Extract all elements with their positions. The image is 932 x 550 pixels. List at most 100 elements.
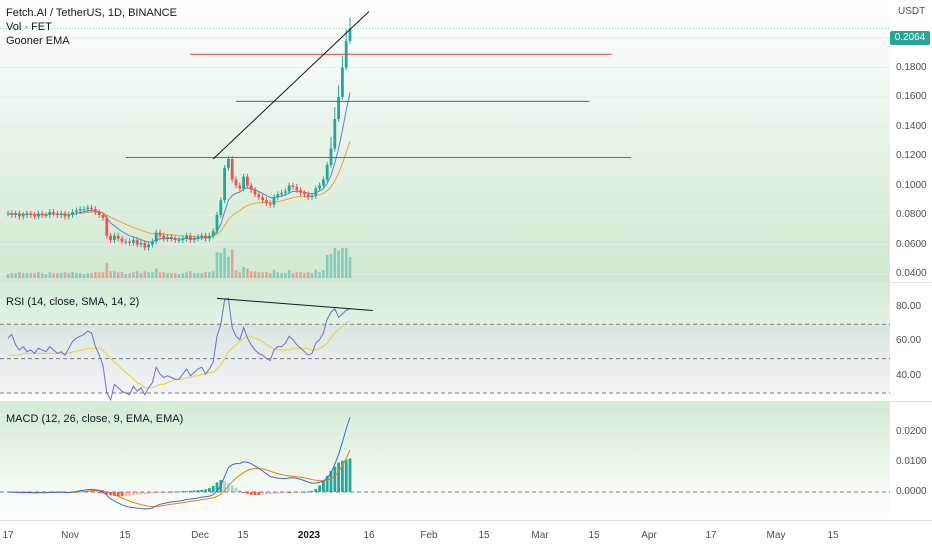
candle	[90, 204, 93, 213]
candle	[341, 55, 344, 100]
macd-histogram-bar	[295, 492, 299, 493]
candle	[173, 235, 177, 244]
candle	[299, 186, 302, 196]
volume-bar	[246, 268, 249, 278]
candle	[71, 209, 74, 218]
volume-bar	[295, 272, 299, 278]
volume-bar	[25, 273, 29, 278]
macd-background	[0, 402, 890, 520]
macd-histogram-bar	[291, 492, 295, 493]
macd-histogram-bar	[348, 458, 352, 492]
macd-histogram-bar	[124, 492, 128, 496]
candle	[325, 161, 329, 183]
macd-histogram-bar	[128, 492, 131, 496]
candle	[265, 197, 268, 207]
volume-bar	[14, 273, 17, 278]
volume-bar	[249, 271, 253, 278]
candle	[10, 210, 14, 218]
volume-bar	[71, 272, 74, 278]
volume-bar	[268, 273, 272, 278]
volume-bar	[29, 273, 33, 278]
candle	[337, 85, 340, 123]
macd-histogram-bar	[94, 491, 97, 493]
price-tick-label: 0.1400	[896, 120, 927, 132]
candle	[44, 212, 48, 218]
candle	[333, 107, 337, 152]
macd-chart-canvas[interactable]	[0, 402, 932, 520]
candle	[109, 232, 112, 244]
candle	[120, 235, 124, 245]
candle	[276, 191, 280, 201]
volume-bar	[78, 273, 82, 278]
macd-label[interactable]: MACD (12, 26, close, 9, EMA, EMA)	[6, 413, 184, 425]
candle	[158, 229, 162, 239]
volume-bar	[94, 272, 97, 278]
candle	[257, 191, 261, 201]
rsi-label[interactable]: RSI (14, close, SMA, 14, 2)	[6, 296, 140, 308]
volume-bar	[284, 273, 287, 278]
macd-histogram-bar	[318, 485, 321, 492]
volume-bar	[287, 270, 291, 278]
volume-bar	[204, 272, 207, 278]
volume-bar	[329, 254, 333, 278]
volume-bar	[261, 272, 264, 278]
volume-bar	[299, 272, 302, 278]
price-tick-label: 0.1800	[896, 61, 927, 73]
candle	[284, 188, 287, 196]
rsi-tick-label: 80.00	[896, 301, 922, 312]
macd-histogram-bar	[337, 462, 340, 492]
rsi-chart-canvas[interactable]	[0, 283, 932, 401]
candle	[75, 207, 78, 215]
candle	[154, 229, 158, 245]
volume-bar	[253, 271, 257, 278]
candle	[234, 176, 238, 189]
volume-bar	[105, 263, 109, 278]
candle	[291, 182, 295, 190]
candle	[166, 234, 169, 242]
volume-bar	[116, 272, 120, 278]
volume-bar	[272, 269, 276, 278]
candle	[67, 212, 71, 220]
candle	[33, 212, 36, 220]
volume-bar	[18, 272, 21, 278]
volume-indicator-label[interactable]: Vol · FET	[6, 21, 52, 33]
symbol-title[interactable]: Fetch.AI / TetherUS, 1D, BINANCE	[6, 7, 177, 19]
macd-histogram-bar	[109, 492, 112, 496]
price-tick-label: 0.0600	[896, 238, 927, 250]
candle	[329, 136, 333, 168]
candle	[185, 232, 188, 242]
volume-bar	[306, 272, 310, 278]
rsi-pane[interactable]: RSI (14, close, SMA, 14, 2) 80.00 60.00 40…	[0, 283, 932, 401]
candle	[238, 182, 242, 192]
macd-histogram-bar	[329, 471, 333, 492]
macd-histogram-bar	[299, 492, 302, 493]
trend-line	[212, 11, 370, 160]
candle	[196, 234, 200, 242]
candle	[170, 234, 173, 242]
price-tick-label: 0.1200	[896, 150, 927, 161]
macd-histogram-bar	[333, 466, 337, 492]
pane-divider[interactable]	[0, 401, 932, 402]
pane-divider[interactable]	[0, 282, 932, 283]
macd-histogram-bar	[322, 480, 325, 492]
volume-bar	[170, 273, 173, 278]
volume-bar	[238, 272, 242, 278]
macd-histogram-bar	[154, 492, 158, 494]
macd-histogram-bar	[173, 491, 177, 493]
macd-histogram-bar	[227, 483, 230, 492]
candle	[18, 210, 21, 220]
candle	[29, 210, 33, 218]
volume-bar	[6, 274, 10, 278]
candle	[303, 189, 306, 198]
ema-indicator-label[interactable]: Gooner EMA	[6, 35, 70, 47]
price-chart-canvas[interactable]	[0, 0, 932, 282]
price-pane[interactable]: USDT Fetch.AI / TetherUS, 1D, BINANCE Vo…	[0, 0, 932, 282]
candle	[287, 182, 291, 195]
macd-histogram-bar	[249, 492, 253, 495]
candle	[86, 204, 90, 213]
time-axis-divider	[0, 520, 932, 521]
macd-pane[interactable]: MACD (12, 26, close, 9, EMA, EMA) 0.0200…	[0, 402, 932, 520]
volume-bar	[97, 272, 101, 278]
rsi-tick-label: 60.00	[896, 335, 922, 347]
volume-bar	[223, 248, 226, 278]
